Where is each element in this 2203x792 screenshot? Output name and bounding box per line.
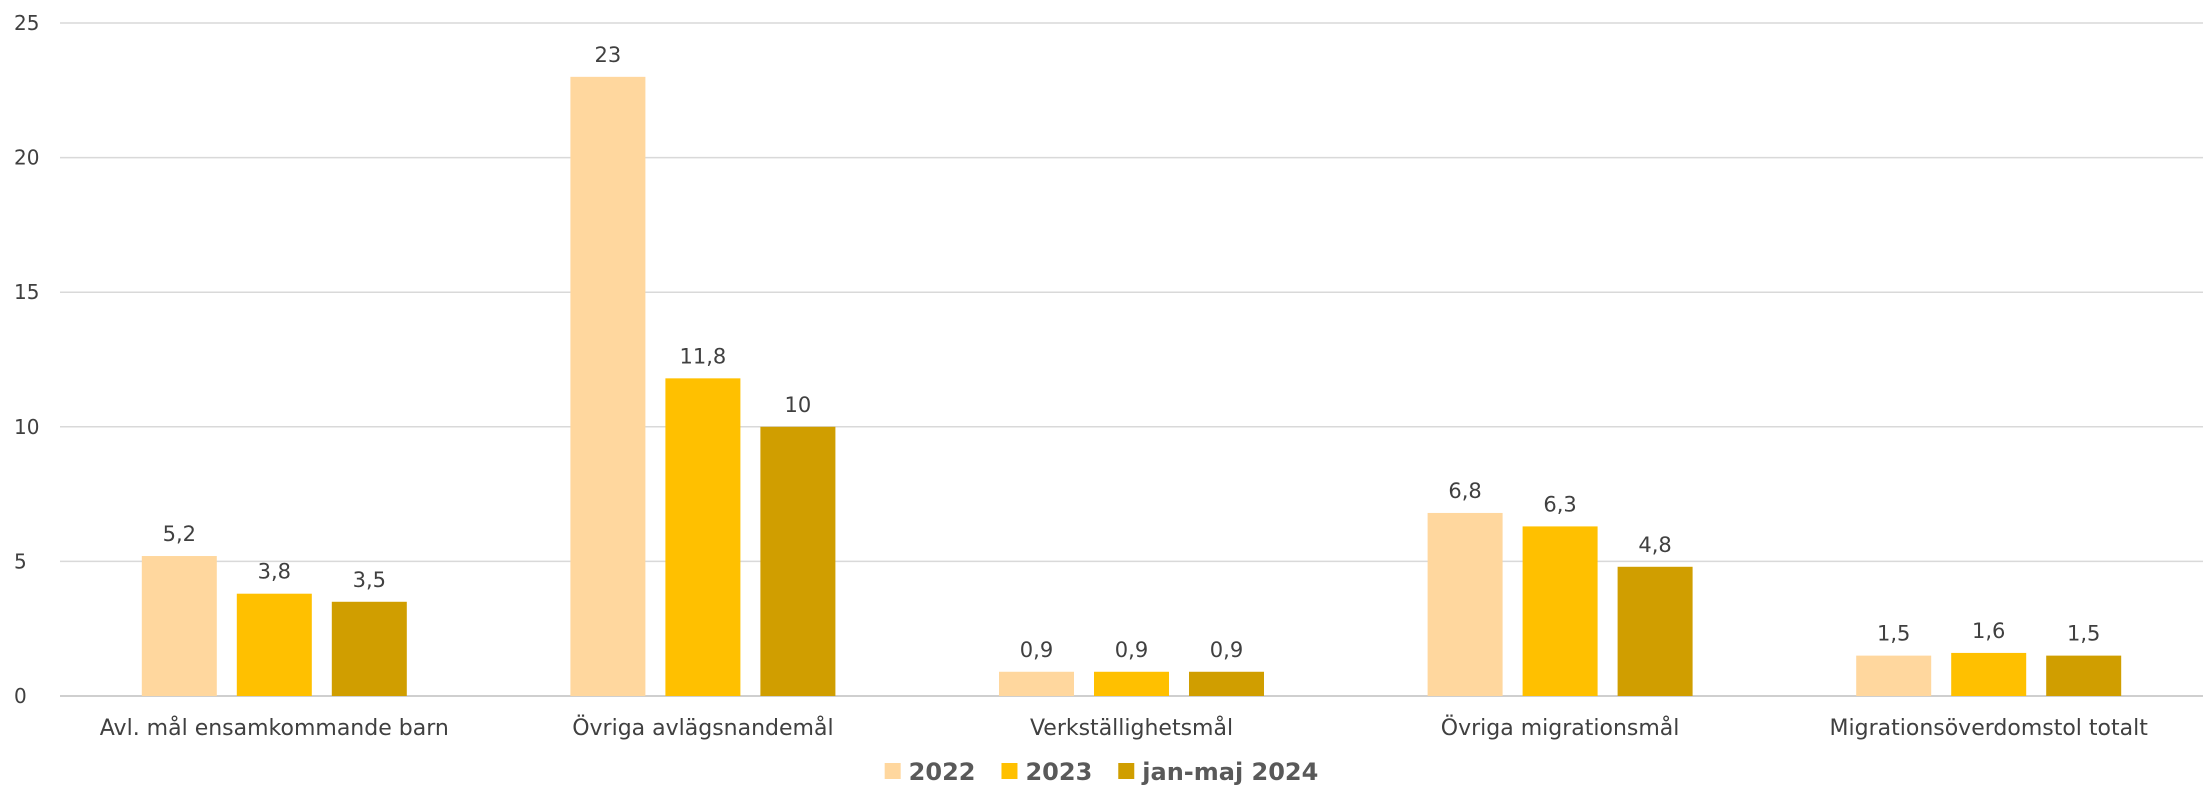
legend-swatch: [1118, 763, 1135, 779]
legend-item: jan-maj 2024: [1118, 758, 1318, 786]
category-label: Övriga migrationsmål: [1441, 715, 1680, 741]
data-label: 1,6: [1972, 619, 2005, 643]
legend-label: jan-maj 2024: [1141, 758, 1318, 786]
category-label: Avl. mål ensamkommande barn: [100, 715, 449, 741]
bar-2023-3: [1522, 526, 1598, 696]
bar-2023-1: [665, 378, 741, 696]
bar-2023-2: [1094, 671, 1169, 696]
data-label: 4,8: [1638, 533, 1671, 557]
data-label: 23: [595, 43, 622, 67]
category-label: Verkställighetsmål: [1030, 715, 1233, 741]
data-label: 0,9: [1115, 638, 1148, 662]
y-axis: 0 5 10 15 20 25: [14, 11, 39, 708]
data-label: 3,5: [353, 568, 386, 592]
x-axis: Avl. mål ensamkommande barn Övriga avlägs…: [100, 715, 2148, 741]
bar-2022-4: [1856, 655, 1932, 696]
bar-jan-maj-2024-1: [760, 426, 836, 696]
legend: 2022 2023 jan-maj 2024: [884, 758, 1318, 786]
data-label: 1,5: [1877, 622, 1910, 646]
y-tick-label: 20: [14, 146, 39, 170]
y-tick-label: 0: [14, 684, 27, 708]
data-label: 10: [785, 393, 812, 417]
bar-2022-3: [1427, 512, 1503, 696]
bars: 5,2 3,8 3,5 23 11,8 10 0,9 0,9 0,9 6,8 6,3 4,8 1,5 1,…: [141, 43, 2122, 697]
bar-2023-0: [236, 593, 312, 696]
legend-swatch: [1001, 763, 1018, 779]
data-label: 0,9: [1210, 638, 1243, 662]
category-label: Migrationsöverdomstol totalt: [1830, 716, 2149, 741]
bar-jan-maj-2024-3: [1617, 566, 1693, 696]
bar-2022-2: [999, 671, 1074, 696]
legend-label: 2022: [909, 758, 976, 786]
bar-2022-0: [141, 556, 217, 696]
data-label: 3,8: [258, 560, 291, 584]
gridlines: [60, 22, 2203, 697]
data-label: 0,9: [1020, 638, 1053, 662]
bar-jan-maj-2024-2: [1189, 671, 1264, 696]
y-tick-label: 25: [14, 11, 39, 35]
legend-swatch: [884, 763, 901, 779]
y-tick-label: 15: [14, 280, 39, 304]
category-label: Övriga avlägsnandemål: [572, 715, 833, 741]
data-label: 1,5: [2067, 622, 2100, 646]
legend-label: 2023: [1025, 758, 1092, 786]
data-label: 6,8: [1448, 479, 1481, 503]
bar-jan-maj-2024-4: [2046, 655, 2122, 696]
legend-item: 2023: [1001, 758, 1092, 786]
y-tick-label: 10: [14, 415, 39, 439]
bar-2023-4: [1951, 652, 2027, 696]
y-tick-label: 5: [14, 549, 27, 573]
legend-item: 2022: [884, 758, 976, 786]
data-label: 6,3: [1543, 492, 1576, 516]
data-label: 5,2: [163, 522, 196, 546]
bar-jan-maj-2024-0: [331, 601, 407, 696]
bar-2022-1: [570, 76, 646, 697]
data-label: 11,8: [680, 344, 727, 368]
